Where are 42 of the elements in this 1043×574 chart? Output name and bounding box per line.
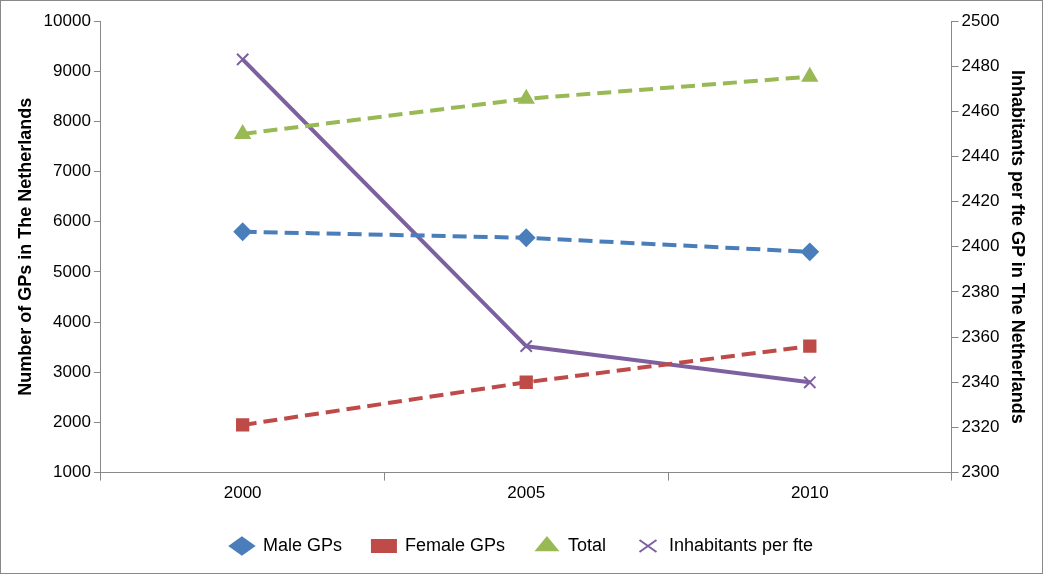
y2-tick-label: 2460 <box>961 101 1000 121</box>
y2-tick-label: 2300 <box>961 462 1000 482</box>
y2-tick-label: 2320 <box>961 417 1000 437</box>
point <box>234 124 251 139</box>
y-tick-label: 8000 <box>53 111 91 131</box>
point <box>236 52 250 67</box>
point <box>519 339 533 353</box>
y2-tick-label: 2360 <box>961 326 1000 346</box>
x-tick-label: 2000 <box>223 483 262 503</box>
legend-label: Male GPs <box>262 534 342 555</box>
point <box>803 339 817 353</box>
y2-tick-label: 2420 <box>961 191 1000 211</box>
y2-tick-label: 2480 <box>961 55 1000 75</box>
y2-tick-label: 2400 <box>961 236 1000 256</box>
y-tick-label: 7000 <box>53 161 91 181</box>
x-tick-label: 2010 <box>790 483 829 503</box>
y-tick-label: 10000 <box>43 10 91 30</box>
y-tick-label: 5000 <box>53 261 91 281</box>
y-axis-title: Number of GPs in The Netherlands <box>14 97 35 396</box>
point <box>803 375 817 389</box>
y2-tick-label: 2340 <box>961 371 1000 391</box>
y-tick-label: 3000 <box>53 361 91 381</box>
x-tick-label: 2005 <box>507 483 546 503</box>
y2-tick-label: 2380 <box>961 281 1000 301</box>
y-tick-label: 9000 <box>53 60 91 80</box>
y-tick-label: 6000 <box>53 211 91 231</box>
point <box>517 228 536 247</box>
point <box>236 418 250 432</box>
point <box>233 222 252 241</box>
point <box>800 242 819 261</box>
y-tick-label: 2000 <box>53 412 91 432</box>
y2-tick-label: 2500 <box>961 10 1000 30</box>
y2-axis-title: Inhabitants per fte GP in The Netherlands <box>1008 69 1029 424</box>
point <box>519 375 533 389</box>
point <box>518 89 535 104</box>
y-tick-label: 1000 <box>53 462 91 482</box>
legend-label: Total <box>567 534 606 555</box>
point <box>801 67 818 82</box>
legend-label: Female GPs <box>404 534 505 555</box>
y-tick-label: 4000 <box>53 311 91 331</box>
legend-label: Inhabitants per fte <box>668 534 814 555</box>
y2-tick-label: 2440 <box>961 146 1000 166</box>
